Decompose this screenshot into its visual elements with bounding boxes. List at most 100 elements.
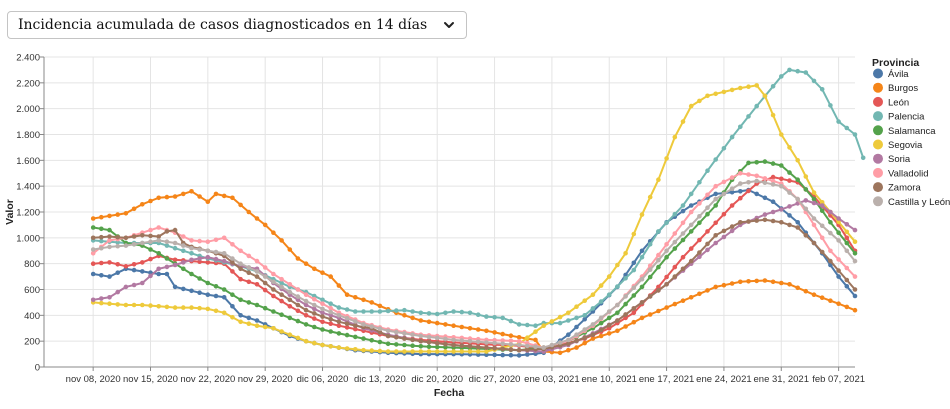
data-point xyxy=(705,192,710,198)
data-point xyxy=(549,342,555,348)
data-point xyxy=(295,308,301,314)
data-point xyxy=(672,274,678,279)
metric-select[interactable]: Incidencia acumulada de casos diagnostic… xyxy=(7,11,467,39)
data-point xyxy=(197,247,202,252)
data-point xyxy=(713,203,718,208)
data-point xyxy=(787,213,792,218)
data-point xyxy=(434,311,440,317)
legend-swatch[interactable] xyxy=(873,82,883,93)
data-point xyxy=(795,285,800,291)
data-point xyxy=(590,336,596,341)
data-point xyxy=(631,306,637,311)
data-point xyxy=(279,284,284,290)
legend-label[interactable]: Burgos xyxy=(888,83,918,94)
legend-label[interactable]: Ávila xyxy=(888,69,909,80)
data-point xyxy=(688,222,694,228)
data-point xyxy=(770,199,776,204)
data-point xyxy=(434,340,440,346)
data-point xyxy=(230,260,235,265)
legend-swatch[interactable] xyxy=(873,167,883,178)
data-point xyxy=(582,340,587,346)
data-point xyxy=(131,206,137,212)
data-point xyxy=(770,112,776,118)
legend-swatch[interactable] xyxy=(873,139,883,150)
legend-label[interactable]: León xyxy=(888,97,909,108)
data-point xyxy=(590,292,596,298)
data-point xyxy=(295,294,301,299)
data-point xyxy=(672,264,678,270)
data-point xyxy=(164,243,170,248)
data-point xyxy=(328,329,334,334)
data-point xyxy=(279,312,284,318)
data-point xyxy=(221,251,227,256)
data-point xyxy=(688,203,694,208)
data-point xyxy=(279,280,284,286)
data-point xyxy=(181,191,186,197)
data-point xyxy=(99,245,104,251)
series-zamora[interactable] xyxy=(90,217,858,353)
data-point xyxy=(803,198,809,203)
data-point xyxy=(312,296,317,302)
legend-label[interactable]: Zamora xyxy=(888,183,921,194)
legend-swatch[interactable] xyxy=(873,182,883,193)
data-point xyxy=(254,269,260,274)
data-point xyxy=(484,328,489,334)
legend-swatch[interactable] xyxy=(873,111,883,122)
series-salamanca[interactable] xyxy=(90,159,858,353)
data-point xyxy=(672,134,678,140)
data-point xyxy=(369,338,375,343)
data-point xyxy=(803,288,809,294)
legend-label[interactable]: Segovia xyxy=(888,140,923,151)
data-point xyxy=(705,211,710,217)
legend-label[interactable]: Palencia xyxy=(888,112,925,123)
legend-swatch[interactable] xyxy=(873,68,883,79)
data-point xyxy=(533,344,538,350)
data-point xyxy=(828,103,833,108)
data-point xyxy=(697,201,702,206)
data-point xyxy=(713,91,718,97)
legend-label[interactable]: Castilla y León xyxy=(888,197,950,208)
data-point xyxy=(328,316,334,322)
data-point xyxy=(787,170,792,175)
data-point xyxy=(615,262,620,268)
data-point xyxy=(844,265,850,271)
data-point xyxy=(197,305,202,311)
legend-swatch[interactable] xyxy=(873,125,883,136)
data-point xyxy=(795,196,800,202)
data-point xyxy=(443,322,448,327)
legend-swatch[interactable] xyxy=(873,153,883,164)
data-point xyxy=(574,345,579,350)
data-point xyxy=(713,191,718,197)
data-point xyxy=(271,326,276,331)
data-point xyxy=(516,322,522,327)
series-burgos[interactable] xyxy=(90,189,858,356)
legend-swatch[interactable] xyxy=(873,96,883,107)
legend-label[interactable]: Valladolid xyxy=(888,168,929,179)
data-point xyxy=(819,87,825,92)
data-point xyxy=(303,307,309,313)
data-point xyxy=(836,230,841,235)
series-palencia[interactable] xyxy=(90,67,866,329)
data-point xyxy=(721,211,727,217)
data-point xyxy=(312,293,317,299)
data-point xyxy=(312,340,317,346)
legend-swatch[interactable] xyxy=(873,196,883,207)
data-point xyxy=(729,175,735,180)
legend-label[interactable]: Soria xyxy=(888,154,911,165)
data-point xyxy=(606,322,612,328)
data-point xyxy=(811,78,817,84)
data-point xyxy=(172,240,178,246)
data-point xyxy=(451,349,456,354)
data-point xyxy=(377,309,383,314)
data-point xyxy=(254,323,260,329)
series-castilla-y-leon[interactable] xyxy=(90,178,858,350)
series-segovia[interactable] xyxy=(90,83,858,354)
data-point xyxy=(615,310,620,316)
data-point xyxy=(172,284,178,290)
data-point xyxy=(590,332,596,338)
data-point xyxy=(639,300,645,305)
series-avila[interactable] xyxy=(90,187,858,358)
data-point xyxy=(697,214,702,219)
data-point xyxy=(254,274,260,279)
legend-label[interactable]: Salamanca xyxy=(888,126,936,137)
